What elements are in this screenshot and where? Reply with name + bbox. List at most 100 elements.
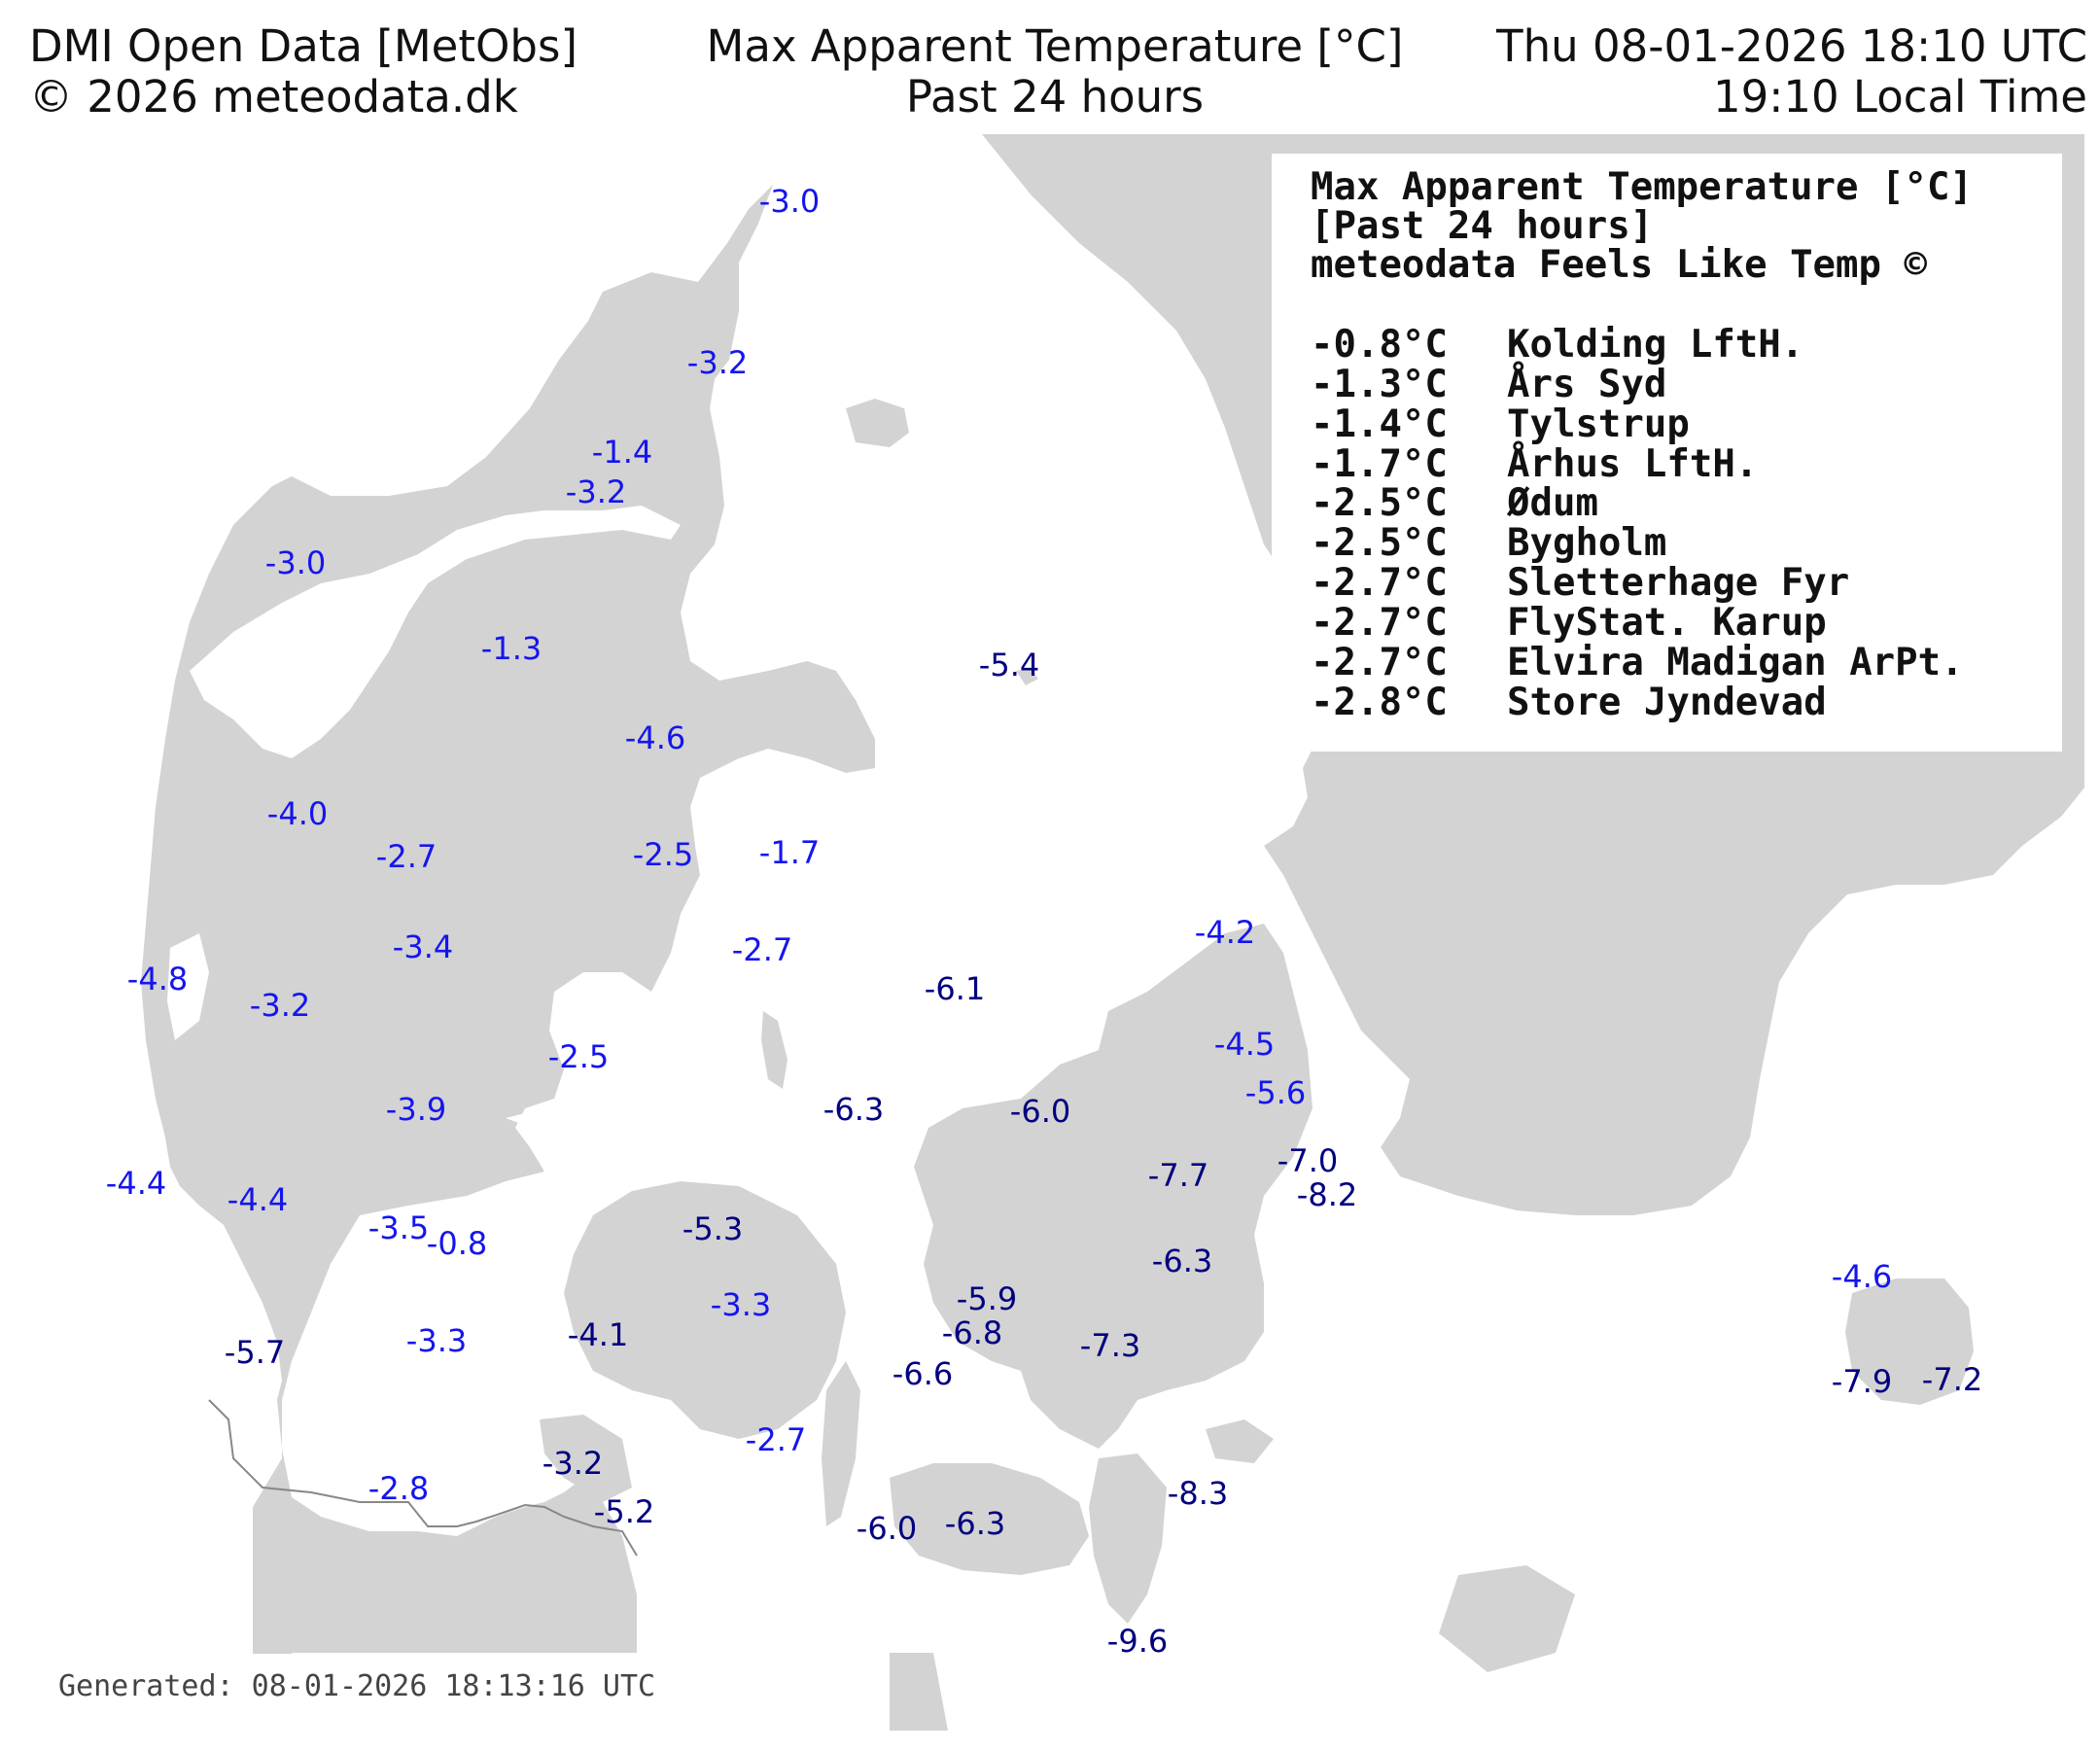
legend-brand: meteodata Feels Like Temp © xyxy=(1311,243,1927,287)
land-samsoe xyxy=(761,1011,788,1089)
legend-row: -2.8°C Store Jyndevad xyxy=(1311,681,1827,724)
water-limfjord xyxy=(190,506,681,758)
station-label: -2.7 xyxy=(746,1421,806,1458)
station-label: -4.8 xyxy=(127,961,188,998)
station-label: -4.4 xyxy=(228,1181,288,1218)
land-falster xyxy=(1089,1453,1167,1624)
legend-station: Bygholm xyxy=(1507,521,1667,565)
station-label: -7.7 xyxy=(1148,1157,1208,1194)
legend-value: -0.8°C xyxy=(1311,323,1448,367)
station-label: -5.6 xyxy=(1245,1074,1306,1111)
station-label: -3.2 xyxy=(566,473,626,510)
station-label: -4.5 xyxy=(1214,1026,1275,1063)
timestamp-local: 19:10 Local Time xyxy=(1712,71,2087,123)
legend-station: Tylstrup xyxy=(1507,403,1690,446)
land-lolland xyxy=(890,1463,1089,1575)
station-label: -3.2 xyxy=(250,987,310,1024)
water-vejle-fjord xyxy=(506,1108,583,1133)
station-label: -5.2 xyxy=(594,1493,654,1530)
legend-row: -2.7°C Sletterhage Fyr xyxy=(1311,561,1849,605)
station-label: -3.9 xyxy=(386,1091,446,1128)
station-label: -4.4 xyxy=(106,1165,166,1202)
legend-row: -1.7°C Århus LftH. xyxy=(1311,442,1758,486)
map-title: Max Apparent Temperature [°C] xyxy=(706,20,1404,72)
legend-value: -2.7°C xyxy=(1311,641,1448,684)
station-label: -6.8 xyxy=(942,1314,1002,1351)
timestamp-utc: Thu 08-01-2026 18:10 UTC xyxy=(1496,20,2087,72)
legend-row: -2.7°C Elvira Madigan ArPt. xyxy=(1311,641,1964,684)
legend-station: Elvira Madigan ArPt. xyxy=(1507,641,1964,684)
station-label: -2.8 xyxy=(368,1470,429,1507)
land-jutland xyxy=(141,185,875,1654)
land-zealand xyxy=(914,924,1312,1449)
station-label: -8.2 xyxy=(1297,1176,1357,1213)
legend-station: Ødum xyxy=(1507,481,1598,525)
station-label: -5.3 xyxy=(682,1210,743,1247)
border-dk-de xyxy=(208,1399,638,1557)
copyright: © 2026 meteodata.dk xyxy=(29,71,518,123)
station-label: -3.5 xyxy=(368,1209,429,1246)
land-germany xyxy=(890,1653,948,1731)
station-label: -5.7 xyxy=(225,1334,285,1371)
legend-row: -0.8°C Kolding LftH. xyxy=(1311,323,1803,367)
legend-row: -2.5°C Ødum xyxy=(1311,481,1598,525)
legend-row: -1.4°C Tylstrup xyxy=(1311,403,1690,446)
source-title: DMI Open Data [MetObs] xyxy=(29,20,578,72)
legend-value: -1.4°C xyxy=(1311,403,1448,446)
station-label: -4.2 xyxy=(1195,914,1255,951)
legend-title: Max Apparent Temperature [°C] xyxy=(1311,165,1973,209)
land-anholt xyxy=(1016,669,1038,685)
ranking-legend: Max Apparent Temperature [°C] [Past 24 h… xyxy=(1272,154,2062,752)
station-label: -4.6 xyxy=(625,719,685,756)
station-label: -2.5 xyxy=(548,1038,609,1075)
legend-station: Århus LftH. xyxy=(1507,442,1759,486)
station-label: -3.3 xyxy=(406,1322,467,1359)
legend-row: -1.3°C Års Syd xyxy=(1311,363,1666,406)
station-label: -6.1 xyxy=(925,970,985,1007)
station-label: -4.1 xyxy=(568,1316,628,1353)
header-center: Max Apparent Temperature [°C] Past 24 ho… xyxy=(707,21,1404,123)
station-label: -3.3 xyxy=(711,1286,771,1323)
station-label: -3.2 xyxy=(687,344,748,381)
station-label: -6.3 xyxy=(1152,1243,1212,1279)
legend-period: [Past 24 hours] xyxy=(1311,204,1654,248)
station-label: -6.0 xyxy=(857,1510,917,1547)
station-label: -3.0 xyxy=(265,544,326,581)
station-label: -6.3 xyxy=(823,1091,884,1128)
station-label: -3.0 xyxy=(759,183,820,220)
land-fyn xyxy=(564,1181,846,1439)
station-label: -7.2 xyxy=(1922,1361,1982,1398)
station-label: -3.2 xyxy=(542,1445,603,1482)
station-label: -4.6 xyxy=(1832,1258,1892,1295)
water-ringkobing-fjord xyxy=(167,933,209,1040)
land-moen xyxy=(1206,1419,1274,1463)
station-label: -2.7 xyxy=(732,931,792,968)
header-left: DMI Open Data [MetObs] © 2026 meteodata.… xyxy=(29,21,578,123)
legend-station: Sletterhage Fyr xyxy=(1507,561,1850,605)
station-label: -6.6 xyxy=(892,1355,953,1392)
legend-value: -2.8°C xyxy=(1311,681,1448,724)
station-label: -9.6 xyxy=(1107,1623,1168,1660)
station-label: -2.7 xyxy=(376,838,437,875)
station-label: -7.9 xyxy=(1832,1363,1892,1400)
station-label: -6.3 xyxy=(945,1505,1005,1542)
station-label: -5.4 xyxy=(979,647,1039,683)
station-label: -4.0 xyxy=(267,795,328,832)
station-label: -0.8 xyxy=(427,1225,487,1262)
legend-value: -2.7°C xyxy=(1311,601,1448,645)
map-subtitle: Past 24 hours xyxy=(905,71,1205,123)
station-label: -5.9 xyxy=(957,1280,1017,1317)
station-label: -6.0 xyxy=(1010,1093,1070,1130)
legend-value: -2.5°C xyxy=(1311,481,1448,525)
land-langeland xyxy=(822,1361,860,1526)
legend-row: -2.5°C Bygholm xyxy=(1311,521,1666,565)
legend-station: FlyStat. Karup xyxy=(1507,601,1827,645)
legend-station: Kolding LftH. xyxy=(1507,323,1804,367)
station-label: -8.3 xyxy=(1168,1475,1228,1512)
station-label: -7.3 xyxy=(1080,1327,1140,1364)
station-label: -3.4 xyxy=(393,928,453,965)
station-label: -2.5 xyxy=(633,836,693,873)
station-label: -1.3 xyxy=(481,630,542,667)
land-laesoe xyxy=(846,399,909,447)
land-als xyxy=(540,1415,632,1502)
